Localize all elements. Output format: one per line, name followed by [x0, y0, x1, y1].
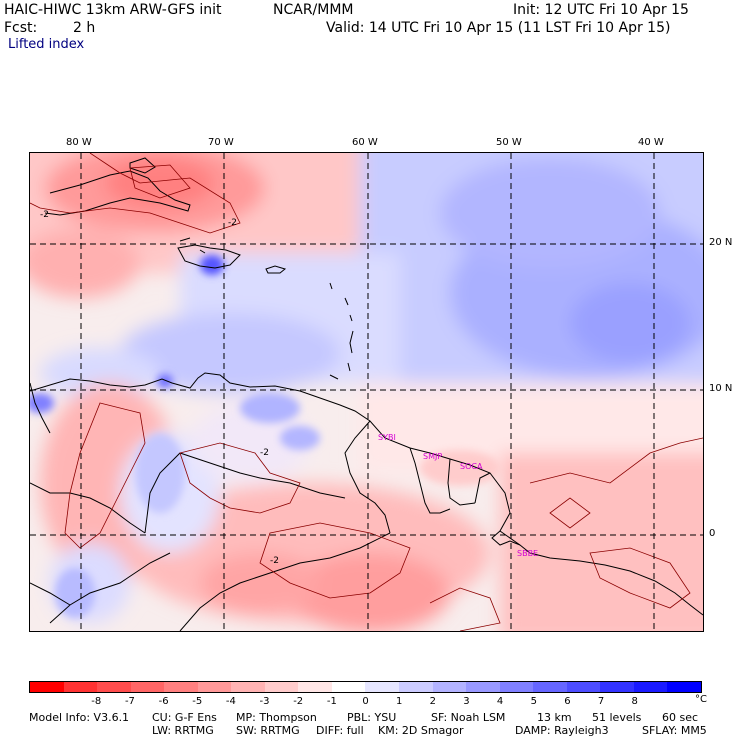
colorbar-swatch	[533, 682, 567, 692]
colorbar-swatch	[365, 682, 400, 692]
colorbar-tick-label: -2	[293, 696, 304, 707]
colorbar-tick-label: 2	[429, 696, 436, 707]
colorbar-swatch	[164, 682, 198, 692]
colorbar-unit: °C	[695, 694, 707, 705]
forecast-label: Fcst:	[4, 20, 38, 36]
lon-label-70w: 70 W	[208, 137, 234, 148]
colorbar-swatch	[600, 682, 634, 692]
colorbar-swatch	[63, 682, 98, 692]
colorbar-tick-label: 1	[395, 696, 403, 707]
model-info-item: DAMP: Rayleigh3	[515, 724, 609, 737]
lon-label-60w: 60 W	[352, 137, 378, 148]
org-label: NCAR/MMM	[273, 2, 354, 18]
li-field-shading	[30, 153, 703, 631]
colorbar-swatch	[399, 682, 433, 692]
colorbar-swatch	[130, 682, 165, 692]
model-info-item: MP: Thompson	[236, 711, 317, 724]
station-smjp: SMJP	[423, 452, 442, 461]
coastlines	[30, 157, 703, 631]
model-info-item: 13 km	[537, 711, 572, 724]
station-soca: SOCA	[460, 462, 483, 471]
colorbar-tick-label: -1	[326, 696, 337, 707]
colorbar-tick-label: 6	[564, 696, 571, 707]
valid-time: Valid: 14 UTC Fri 10 Apr 15 (11 LST Fri …	[326, 20, 671, 36]
colorbar-swatch	[231, 682, 265, 692]
contour-label: -2	[270, 556, 279, 566]
colorbar-tick-label: -4	[225, 696, 236, 707]
forecast-hour: 2 h	[73, 20, 96, 36]
colorbar-swatch	[197, 682, 232, 692]
contour-label: -2	[40, 210, 49, 220]
lat-label-20n: 20 N	[709, 237, 733, 248]
init-time: Init: 12 UTC Fri 10 Apr 15	[513, 2, 689, 18]
contour-label: -2	[260, 448, 269, 458]
colorbar-tick-label: -5	[192, 696, 203, 707]
model-info-item: LW: RRTMG	[152, 724, 214, 737]
lat-lon-grid	[30, 153, 703, 631]
colorbar-swatch	[97, 682, 131, 692]
colorbar-swatch	[30, 682, 64, 692]
lon-label-80w: 80 W	[66, 137, 92, 148]
colorbar-tick-label: 5	[530, 696, 537, 707]
station-sybi: SYBI	[378, 433, 396, 442]
lat-label-0: 0	[709, 528, 716, 539]
model-info-item: 60 sec	[662, 711, 699, 724]
colorbar-swatch	[667, 682, 701, 692]
field-name: Lifted index	[8, 37, 85, 52]
model-info-item: DIFF: full	[316, 724, 364, 737]
colorbar-tick-label: -3	[259, 696, 270, 707]
colorbar-tick-label: 3	[463, 696, 470, 707]
lifted-index-map: SYBI SMJP SOCA SBBE -2 -2 -2 -2	[29, 152, 704, 632]
model-info-item: SW: RRTMG	[236, 724, 300, 737]
lon-label-40w: 40 W	[638, 137, 664, 148]
colorbar-swatch	[466, 682, 500, 692]
colorbar-tick-label: 7	[597, 696, 605, 707]
model-info-item: SF: Noah LSM	[431, 711, 506, 724]
colorbar-swatch	[499, 682, 534, 692]
colorbar-tick-label: -6	[158, 696, 169, 707]
colorbar-swatch	[633, 682, 668, 692]
contour-label: -2	[228, 218, 237, 228]
colorbar-swatch	[331, 682, 366, 692]
model-info-item: CU: G-F Ens	[152, 711, 217, 724]
model-info-item: KM: 2D Smagor	[378, 724, 464, 737]
station-sbbe: SBBE	[517, 549, 538, 558]
model-info-item: SFLAY: MM5	[642, 724, 707, 737]
colorbar	[29, 681, 702, 693]
colorbar-swatch	[432, 682, 467, 692]
lon-label-50w: 50 W	[496, 137, 522, 148]
colorbar-tick-label: 4	[496, 696, 504, 707]
colorbar-swatch	[264, 682, 299, 692]
map-canvas: SYBI SMJP SOCA SBBE -2 -2 -2 -2	[30, 153, 703, 631]
colorbar-swatch	[298, 682, 332, 692]
model-info-item: Model Info: V3.6.1	[29, 711, 130, 724]
model-info-item: 51 levels	[592, 711, 642, 724]
colorbar-tick-label: -7	[124, 696, 135, 707]
model-info-item: PBL: YSU	[347, 711, 397, 724]
colorbar-swatch	[566, 682, 601, 692]
colorbar-tick-label: 8	[631, 696, 638, 707]
li-contours	[30, 153, 703, 631]
lat-label-10n: 10 N	[709, 383, 733, 394]
colorbar-tick-label: 0	[362, 696, 369, 707]
colorbar-tick-label: -8	[91, 696, 102, 707]
model-title: HAIC-HIWC 13km ARW-GFS init	[4, 2, 222, 18]
